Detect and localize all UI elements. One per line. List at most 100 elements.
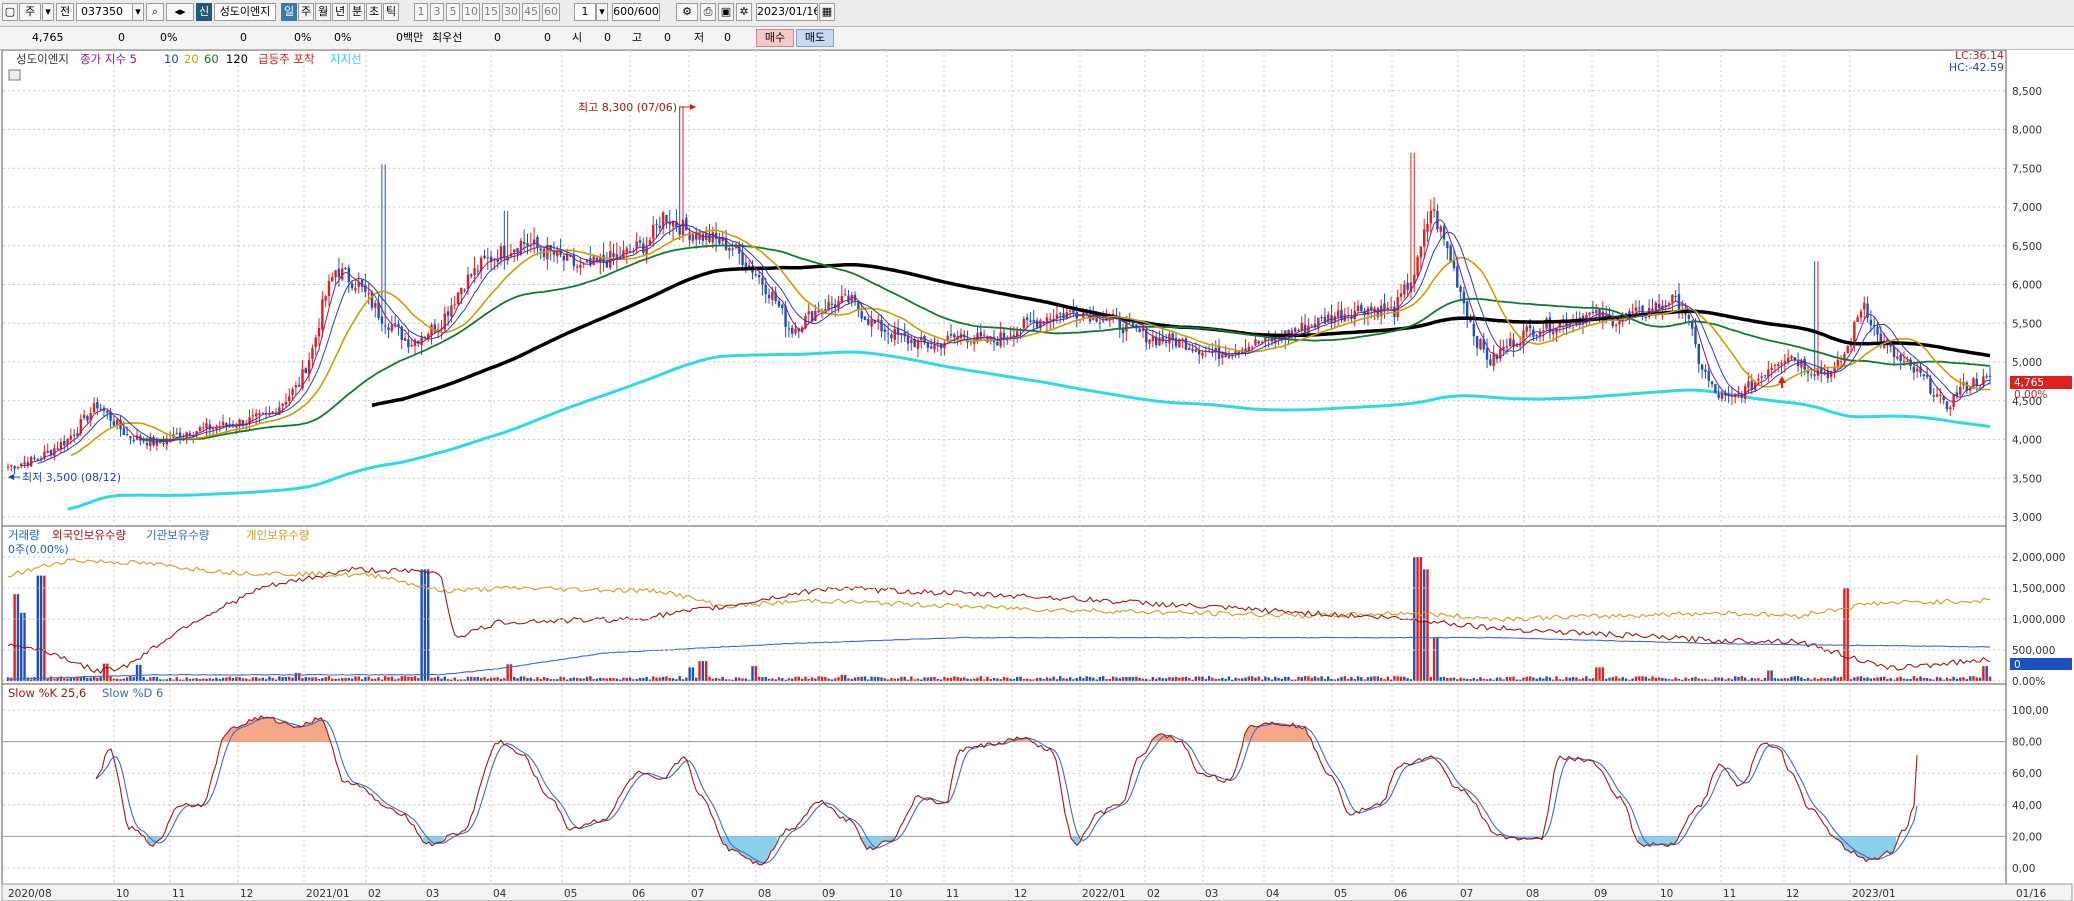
date-input[interactable]: 2023/01/16 [756,3,818,21]
volume-bar [152,677,155,681]
code-dropdown-icon[interactable]: ▾ [132,3,144,21]
volume-bar [1095,679,1098,681]
time-label: 11 [172,888,185,900]
buy-button[interactable]: 매수 [756,29,794,47]
volume-bar [1545,676,1548,681]
volume-bar [1757,678,1760,681]
interval-10[interactable]: 10 [462,3,480,21]
candle-body [1502,346,1505,350]
stochastic-axis-labels: 100,00 80,00 60,00 40,00 20,00 0,00 [2012,705,2049,875]
settings-icon[interactable]: ⚙ [676,3,698,21]
candle-body [397,323,400,327]
candle-body [1518,343,1522,346]
stock-code-input[interactable]: 037350 [76,3,144,21]
interval-1[interactable]: 1 [414,3,428,21]
panel-menu-icon[interactable] [8,69,21,81]
volume-bar [208,678,212,681]
interval-60[interactable]: 60 [542,3,560,21]
candle-body [317,327,321,337]
time-label: 05 [564,888,577,900]
search-icon[interactable]: ⌕ [146,3,164,21]
volume-bar [1717,677,1720,681]
candle-body [400,326,403,340]
candle-body [254,413,258,417]
volume-bar [1949,678,1952,681]
volume-bar [1479,677,1482,681]
calendar-icon[interactable]: ▦ [819,3,835,21]
interval-30[interactable]: 30 [502,3,520,21]
ma20-line [70,229,1990,457]
volume-bar [1853,677,1856,681]
volume-bar [1035,677,1039,681]
volume-bar [1555,676,1558,681]
volume-bar [1714,677,1717,681]
volume-bar [506,664,509,681]
volume-bar [1631,678,1634,681]
volume-bar [1333,679,1337,681]
candle-body [1810,374,1813,376]
tab-month[interactable]: 월 [315,3,331,21]
prev-next-icon[interactable]: ◂▸ [166,3,194,21]
gear-icon[interactable]: ✲ [736,3,752,21]
tab-year[interactable]: 년 [332,3,348,21]
tab-minute[interactable]: 분 [349,3,365,21]
period-select[interactable]: 주 [19,3,41,21]
tab-day[interactable]: 일 [281,3,297,21]
volume-bar [1277,678,1280,681]
all-button[interactable]: 전 [56,3,74,21]
oversold-zone [1638,836,1677,847]
volume-bar [99,676,102,681]
volume-bar [1105,679,1108,681]
candle-body [344,268,347,270]
tab-second[interactable]: 초 [366,3,382,21]
candle-body [744,262,748,268]
save-icon[interactable]: ▣ [718,3,734,21]
interval-45[interactable]: 45 [522,3,540,21]
volume-bar [1244,677,1247,681]
candle-body [1763,375,1767,377]
volume-bar [681,679,685,681]
volume-bar [489,677,493,681]
time-axis-labels: 2020/08 10 11 12 2021/01 02 03 04 05 06 07 08 09 10 11… [8,888,2047,900]
candle-body [1916,368,1919,372]
tab-tick[interactable]: 틱 [383,3,399,21]
candle-body [1853,322,1856,343]
tab-week[interactable]: 주 [298,3,314,21]
interval-15[interactable]: 15 [482,3,500,21]
volume-bar [840,674,844,681]
print-icon[interactable]: ⎙ [700,3,716,21]
candle-body [1677,294,1681,313]
interval-5[interactable]: 5 [446,3,460,21]
volume-bar [149,677,152,681]
volume-bar [1422,569,1426,681]
candle-body [1687,315,1691,319]
volume-bar [1406,678,1409,681]
sell-button[interactable]: 매도 [796,29,834,47]
candle-body [1274,335,1277,344]
volume-bar [360,679,364,681]
candle-body [1694,326,1697,345]
volume-bar [1075,677,1078,681]
candle-body [946,335,949,342]
stock-chart[interactable]: 성도이엔지 종가 지수 5 10 20 60 120 급등주 포착 지지선 LC… [0,50,2074,901]
candle-body [360,279,364,287]
volume-bar [1171,677,1174,681]
count-input[interactable]: 600/600 [612,3,660,21]
interval-3[interactable]: 3 [430,3,444,21]
oversold-zone [1836,836,1896,862]
volume-bar [248,679,251,681]
interval-spin-icon[interactable]: ▾ [596,3,608,21]
candle-body [10,465,13,467]
volume-bar [1274,676,1277,681]
candle-body [479,257,483,271]
chevron-down-icon[interactable]: ▾ [42,3,54,21]
legend-volume-label: 거래량 [8,528,40,542]
candle-body [840,296,844,304]
window-icon[interactable]: ▢ [2,3,18,21]
candle-body [1734,394,1737,398]
volume-bar [1025,678,1029,681]
candle-body [539,248,542,251]
low-marker: 최저 3,500 (08/12) [8,471,121,484]
volume-bar [1323,679,1327,681]
interval-input[interactable]: 1 [574,3,596,21]
